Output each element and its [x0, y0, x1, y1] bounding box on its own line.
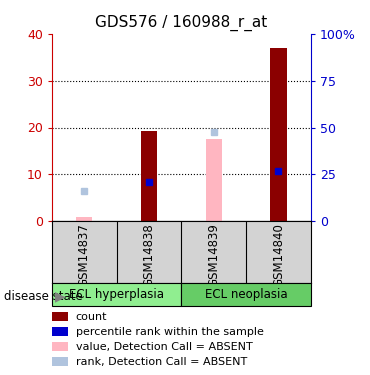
Title: GDS576 / 160988_r_at: GDS576 / 160988_r_at [95, 15, 268, 31]
Bar [76, 217, 92, 221]
Text: GSM14840: GSM14840 [272, 223, 285, 287]
Bar [206, 139, 222, 221]
Bar [270, 48, 286, 221]
Text: rank, Detection Call = ABSENT: rank, Detection Call = ABSENT [76, 357, 247, 367]
Text: GSM14838: GSM14838 [142, 223, 155, 287]
Text: count: count [76, 312, 107, 322]
Text: ECL neoplasia: ECL neoplasia [205, 288, 287, 301]
Text: ECL hyperplasia: ECL hyperplasia [69, 288, 164, 301]
Bar [141, 131, 157, 221]
Bar [52, 283, 181, 306]
Text: value, Detection Call = ABSENT: value, Detection Call = ABSENT [76, 342, 253, 352]
Text: GSM14837: GSM14837 [78, 223, 91, 287]
Text: disease state: disease state [4, 290, 83, 303]
Text: GSM14839: GSM14839 [207, 223, 220, 287]
Text: percentile rank within the sample: percentile rank within the sample [76, 327, 264, 337]
Bar [181, 283, 311, 306]
Text: ▶: ▶ [55, 289, 65, 303]
